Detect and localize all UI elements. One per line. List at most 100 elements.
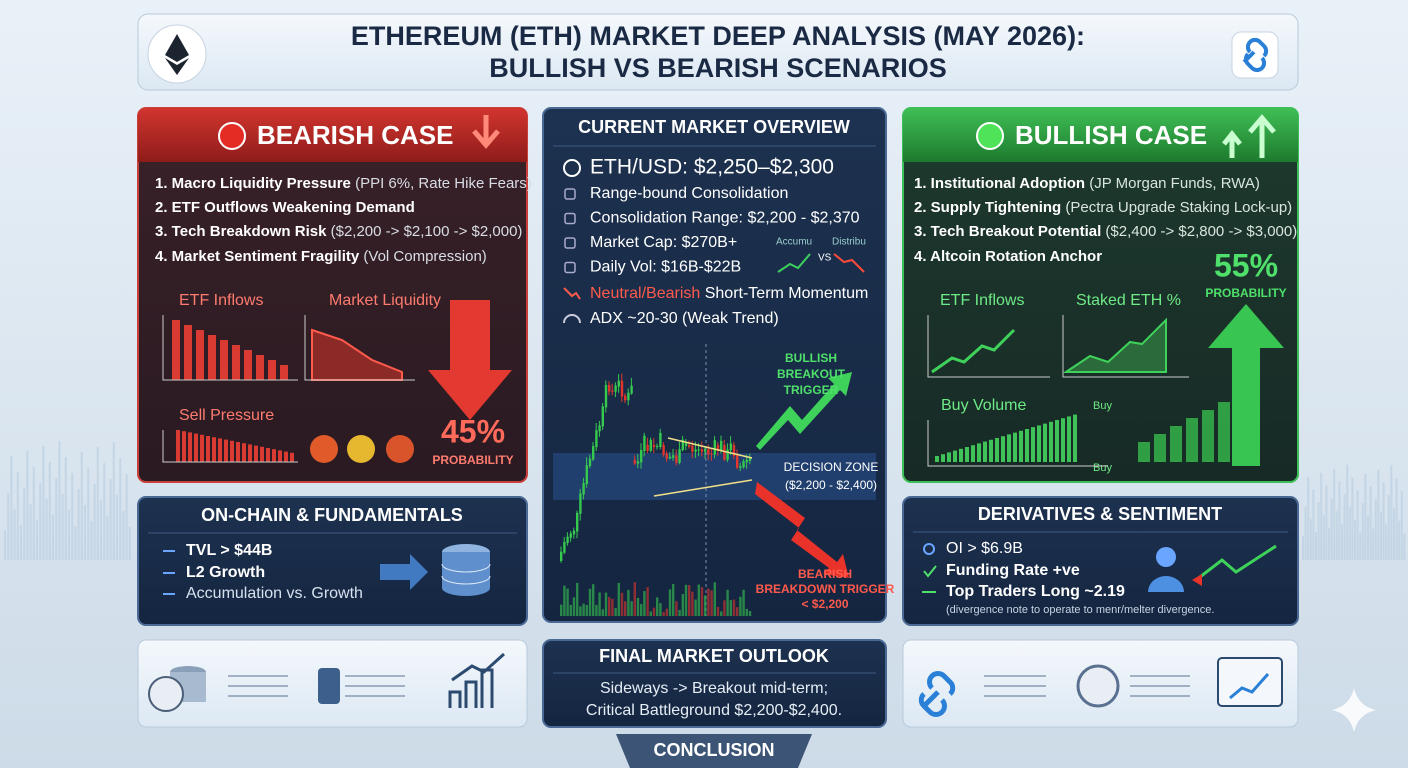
decor-volume [662,611,665,616]
overview-item: Neutral/Bearish Short-Term Momentum [590,285,868,302]
decor-bar [256,355,264,380]
decor-volume [688,585,691,616]
arrow [380,554,428,590]
coins-icon [148,666,206,712]
decor-bar [106,516,109,560]
decor-volume [720,611,723,616]
decor-volume [748,611,752,616]
decor-candle [579,493,582,514]
decor-bar [1361,503,1364,560]
decor-bar [1390,465,1393,560]
decor-candle [652,445,656,448]
bullets [163,550,175,595]
decor-volume [681,593,684,616]
decor-line [162,315,415,463]
decor-bar [1400,491,1403,560]
decor-bar [29,504,32,560]
decor-volume [627,589,630,616]
decor-candle [732,445,736,456]
lines [984,675,1190,697]
decor-bar [112,442,115,560]
item-detail: (Vol Compression) [359,248,487,265]
background-decor [4,441,1406,560]
decor-volume [604,592,608,616]
decor-volume [563,585,566,616]
decor-bar [248,444,252,462]
decor-bar [260,446,264,462]
decor-bar [1031,427,1035,462]
decor-volume [646,587,649,616]
decor-bar [71,473,74,560]
decor-bar [284,451,288,462]
decor-bar [55,478,58,560]
bullet [923,543,935,555]
mini-chart-label: Staked ETH % [1076,292,1181,309]
decor-candle [688,445,691,447]
item-head: 4. Market Sentiment Fragility [155,248,360,265]
annotation: < $2,200 [801,597,848,611]
icon [564,237,576,249]
icon [564,188,576,200]
decor-bar [1322,515,1325,560]
bear-arrow [755,482,849,578]
item-head: 2. Supply Tightening [914,199,1061,216]
bullets [922,565,937,593]
decor-volume [582,603,585,616]
decor-bar [1049,421,1053,462]
annotation: BREAKOUT [777,367,846,381]
eth-icon [563,159,581,177]
decor-candle [624,395,627,401]
decor-bar [1218,402,1230,462]
decor-line [927,315,1189,467]
list-item: 3. Tech Breakdown Risk ($2,200 -> $2,100… [155,223,522,240]
conclusion: CONCLUSION [654,740,775,760]
decor-bar [196,330,204,380]
decor-candle [726,449,729,460]
decor-bar [1393,508,1395,560]
decor-candle [704,448,707,452]
decor-bar [1037,425,1041,462]
outlook-line: Sideways -> Breakout mid-term; [600,680,828,697]
decor-volume [710,590,713,616]
panel-title: BEARISH CASE [257,120,453,150]
decor-bar [1398,520,1401,560]
decor-candle [672,455,675,458]
decor-bar [244,350,252,380]
decor-candle [608,384,611,392]
decor-bar [1154,434,1166,462]
decor-bar [80,452,83,560]
decor-bar [116,495,118,560]
decor-volume [633,582,636,616]
decor-bar [1170,426,1182,462]
decor-candle [736,454,739,468]
link-icon [1242,37,1269,73]
big-down-arrow [428,300,512,420]
decor-candle [700,449,704,452]
decor-bar [1364,473,1367,560]
decor-volume [723,600,726,616]
bull-arrow [756,372,852,450]
item-head: 4. Altcoin Rotation Anchor [914,248,1102,265]
mini-chart-label: ETF Inflows [179,292,263,309]
trend-line [1229,673,1270,700]
decor-volume [668,589,672,616]
list-item: 4. Altcoin Rotation Anchor [914,248,1102,265]
decor-bar [26,451,29,560]
status-dot [976,122,1004,150]
decor-bar [1341,524,1343,560]
decor-volume [569,604,572,616]
growth-icon [448,652,506,708]
decor-volume [617,582,620,616]
decor-bar [96,447,99,560]
decor-bar [1385,524,1388,560]
eth-icon [165,34,189,75]
decor-bar [224,439,228,462]
decor-line [1062,317,1167,373]
mini-line [833,253,865,273]
decor-bar [935,456,939,462]
link-icon-box [1231,31,1279,79]
decor-bar [1367,516,1369,560]
price-range: ETH/USD: $2,250–$2,300 [590,156,834,179]
decor-volume [736,607,739,616]
sparkle [1332,688,1376,732]
